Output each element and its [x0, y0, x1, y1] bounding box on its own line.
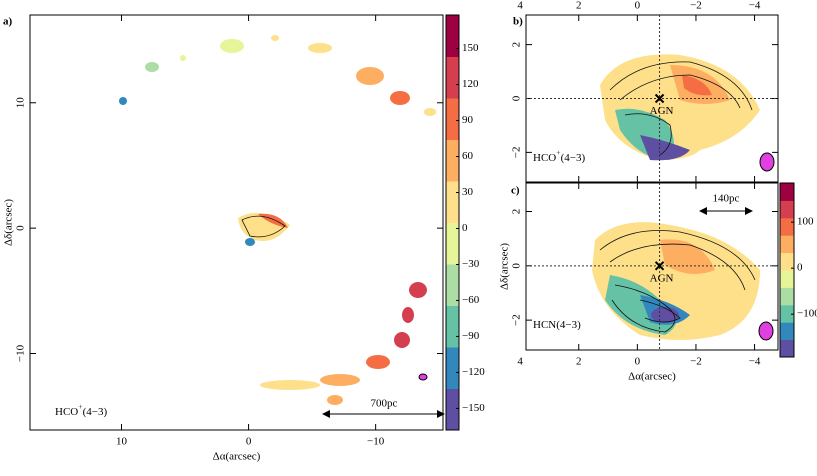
colorbar-swatch	[446, 15, 459, 57]
colorbar-swatch	[780, 200, 794, 219]
y-tick-label: −2	[511, 147, 523, 159]
colorbar-swatch	[446, 347, 459, 389]
agn-marker	[654, 261, 665, 271]
y-tick-label: 2	[511, 209, 523, 215]
colorbar-swatch	[780, 287, 794, 306]
agn-label: AGN	[650, 272, 674, 284]
y-tick-label: −2	[511, 314, 523, 326]
y-tick-label: −10	[15, 344, 27, 362]
x-tick-label: −4	[749, 356, 761, 368]
plot-frame	[525, 182, 779, 351]
y-tick-label: 0	[15, 225, 27, 231]
colorbar-swatch	[446, 305, 459, 348]
line-label: HCN(4−3)	[533, 319, 581, 331]
x-axis-label: Δα(arcsec)	[213, 451, 261, 463]
x-tick-label: 10	[116, 436, 128, 448]
colorbar-swatch	[446, 181, 459, 223]
x-tick-label: 2	[576, 356, 582, 368]
colorbar-tick-label: 120	[462, 78, 479, 90]
colorbar-tick-label: −30	[462, 258, 480, 270]
colorbar-tick-label: −90	[462, 330, 480, 342]
x-tick-label: 0	[635, 356, 641, 368]
colorbar-tick-label: 30	[462, 186, 474, 198]
scale-bar-label: 700pc	[371, 398, 398, 410]
colorbar-tick-label: 150	[462, 42, 479, 54]
line-label: HCO+(4−3)	[55, 402, 107, 417]
y-tick-label: 10	[15, 97, 27, 109]
colorbar-tick-label: 90	[462, 114, 474, 126]
colorbar-tick-label: 0	[462, 222, 468, 234]
line-label-part: +	[556, 148, 560, 157]
colorbar-tick-label: 60	[462, 150, 474, 162]
colorbar-tick-label: 0	[797, 262, 803, 274]
y-axis-label: Δδ(arcsec)	[3, 199, 15, 246]
line-label-part: HCN	[533, 319, 556, 331]
x-tick-label: 0	[246, 436, 252, 448]
scale-bar-label: 140pc	[713, 193, 740, 205]
colorbar-tick-label: −100	[797, 308, 817, 320]
axes-layer: a)10 0 −10100−10Δα(arcsec)Δδ(arcsec)HCO+(4…	[3, 0, 817, 463]
y-tick-label: 2	[511, 42, 523, 48]
map-a-emission	[119, 35, 436, 405]
x-tick-label: 0	[635, 0, 641, 12]
colorbar-frame	[445, 14, 460, 431]
line-label: HCO+(4−3)	[533, 148, 585, 163]
panel-label: b)	[513, 16, 523, 28]
colorbar-swatch	[446, 98, 459, 140]
colorbar-swatch	[446, 388, 459, 431]
x-tick-label: 2	[576, 0, 582, 12]
colorbar-swatch	[780, 322, 794, 341]
colorbar-tick-label: −60	[462, 294, 480, 306]
agn-label: AGN	[650, 105, 674, 117]
colorbar-swatch	[446, 139, 459, 182]
colorbar-swatch	[780, 235, 794, 254]
x-tick-label: −4	[749, 0, 761, 12]
map-b-emission	[600, 54, 775, 172]
colorbar-swatch	[780, 304, 794, 323]
y-tick-label: 0	[511, 95, 523, 101]
y-tick-label: 0	[511, 263, 523, 269]
map-c-emission	[592, 222, 774, 341]
x-tick-label: −10	[367, 436, 385, 448]
line-label-part: HCO	[533, 152, 556, 164]
y-axis-label: Δδ(arcsec)	[499, 243, 511, 290]
line-label-part: HCO	[55, 406, 78, 418]
line-label-part: +	[78, 402, 82, 411]
colorbar-swatch	[446, 222, 459, 265]
x-tick-label: 4	[517, 0, 523, 12]
agn-marker	[654, 93, 665, 104]
colorbar-tick-label: −120	[462, 366, 485, 378]
colorbar-swatch	[780, 217, 794, 236]
colorbar-swatch	[780, 339, 794, 358]
x-tick-label: −2	[690, 356, 702, 368]
panel-label: a)	[3, 16, 13, 28]
plot-frame	[29, 14, 444, 431]
line-label-part: (4−3)	[561, 152, 586, 164]
x-tick-label: −2	[690, 0, 702, 12]
colorbar-tick-label: 100	[797, 216, 814, 228]
colorbar-frame	[779, 182, 795, 358]
colorbar-swatch	[780, 270, 794, 288]
line-label-part: (4−3)	[556, 319, 581, 331]
x-axis-label: Δα(arcsec)	[628, 371, 676, 383]
colorbar-tick-label: −150	[462, 402, 485, 414]
colorbar-swatch	[446, 264, 459, 306]
colorbar-swatch	[446, 56, 459, 99]
x-tick-label: 4	[517, 356, 523, 368]
panel-label: c)	[511, 185, 520, 197]
colorbar-swatch	[780, 183, 794, 201]
colorbar-swatch	[780, 252, 794, 271]
line-label-part: (4−3)	[83, 406, 108, 418]
